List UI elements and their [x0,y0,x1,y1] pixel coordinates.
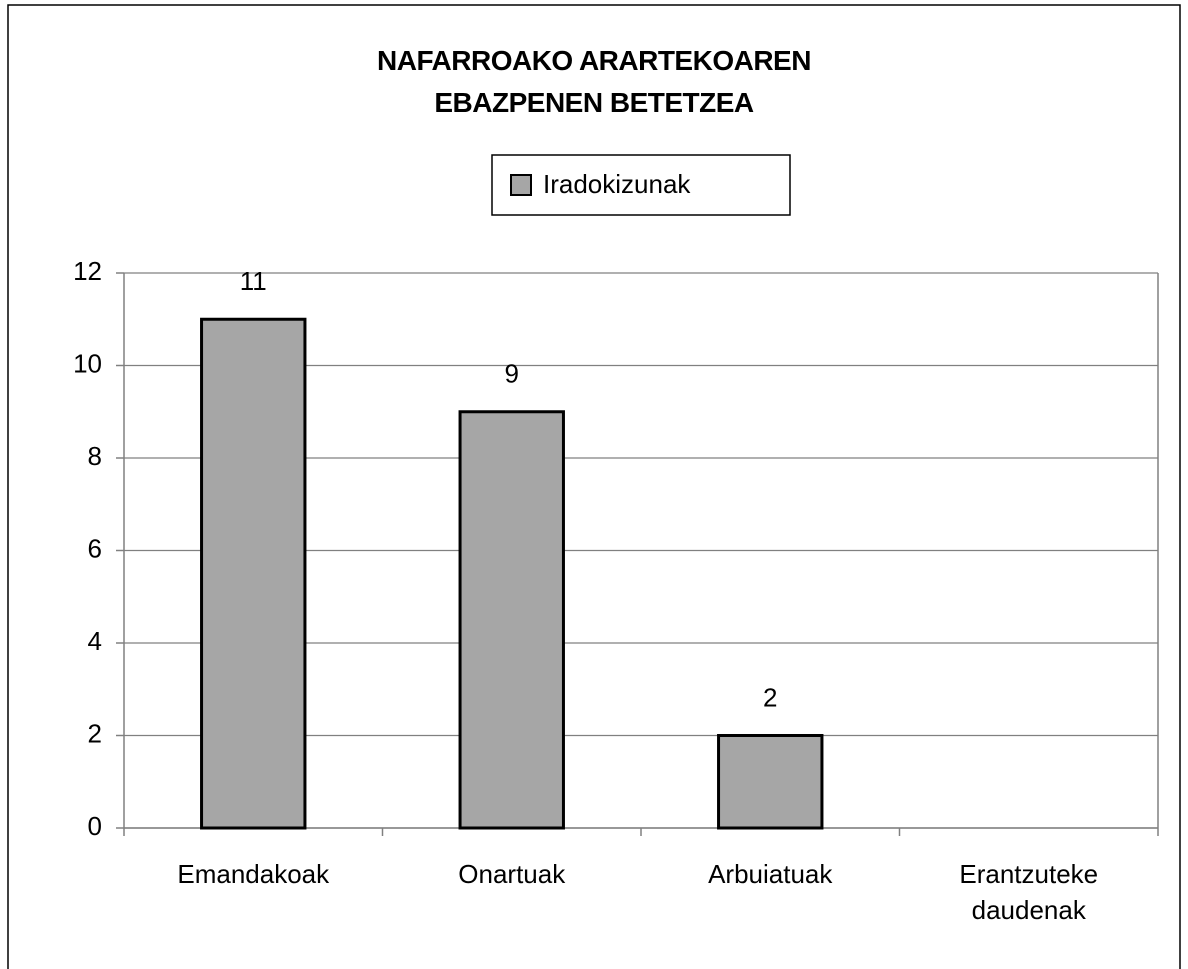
y-tick-label: 10 [73,348,102,378]
bar [458,410,565,830]
x-tick-label: Emandakoak [177,859,330,889]
x-tick-label: Onartuak [458,859,566,889]
legend-label: Iradokizunak [543,169,691,199]
chart-title: NAFARROAKO ARARTEKOAREN EBAZPENEN BETETZ… [377,45,811,118]
y-tick-label: 6 [88,533,102,563]
data-label: 9 [505,359,519,389]
y-tick-label: 8 [88,441,102,471]
y-tick-label: 12 [73,256,102,286]
y-tick-label: 0 [88,811,102,841]
legend-swatch [510,174,532,196]
x-tick-label: Arbuiatuak [708,859,833,889]
legend-box [491,154,791,216]
chart-frame [7,4,1181,969]
data-label: 11 [240,266,267,296]
data-label: 2 [763,682,777,712]
y-tick-label: 4 [88,626,102,656]
bar [200,317,307,830]
bar [717,734,824,830]
x-tick-label: Erantzuteke daudenak [959,859,1099,925]
y-tick-label: 2 [88,718,102,748]
